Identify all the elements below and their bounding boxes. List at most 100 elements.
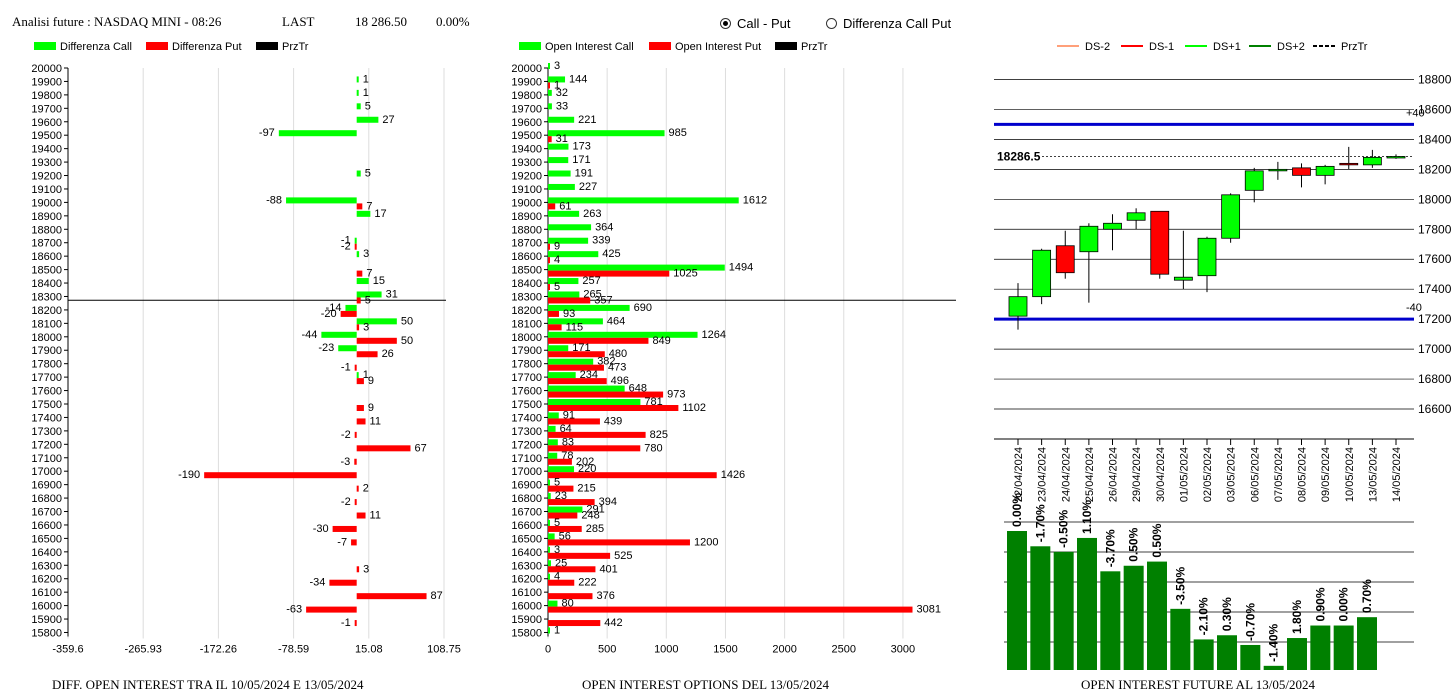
header-title: Analisi future : NASDAQ MINI - 08:26: [12, 14, 222, 29]
diff-chart-call-bar: [356, 251, 360, 258]
oi-chart-call-bar: [548, 89, 552, 96]
diff-chart-strike-label: 18600: [31, 251, 62, 263]
oi-chart-strike-label: 19800: [511, 90, 542, 102]
diff-chart-call-bar: [338, 345, 357, 352]
future-bar-label: 0.70%: [1360, 579, 1374, 613]
left-legend-swatch: [256, 42, 278, 50]
candle-date-label: 08/05/2024: [1297, 447, 1309, 502]
oi-chart-strike-label: 16300: [511, 560, 542, 572]
oi-chart-strike-label: 19900: [511, 76, 542, 88]
future-bar-label: -3.50%: [1173, 566, 1187, 604]
oi-chart-strike-label: 19500: [511, 130, 542, 142]
oi-chart-put-bar: [548, 203, 556, 210]
oi-chart-put-data-label: 394: [599, 496, 617, 508]
future-bar: [1123, 565, 1144, 670]
diff-chart-strike-label: 17700: [31, 372, 62, 384]
oi-chart-strike-label: 15900: [511, 614, 542, 626]
oi-chart-call-data-label: 33: [556, 100, 568, 112]
oi-chart-call-bar: [548, 278, 579, 285]
oi-chart-call-bar: [548, 506, 583, 513]
candle-date-label: 07/05/2024: [1273, 447, 1285, 502]
future-bar: [1240, 644, 1261, 670]
oi-chart-call-data-label: 3: [554, 544, 560, 556]
radio-call-put[interactable]: Call - Put: [720, 16, 790, 31]
candle-legend-label: DS+1: [1213, 41, 1241, 53]
diff-chart-call-bar: [356, 170, 361, 177]
last-value: 18 286.50: [355, 14, 407, 29]
oi-chart-strike-label: 18700: [511, 238, 542, 250]
caption-middle: OPEN INTEREST OPTIONS DEL 13/05/2024: [582, 677, 829, 692]
oi-chart-put-bar: [548, 270, 670, 277]
candle-y-tick: 17200: [1418, 312, 1452, 326]
diff-chart-put-data-label: 26: [382, 348, 394, 360]
oi-chart-strike-label: 17600: [511, 386, 542, 398]
candle-legend-label: DS-2: [1085, 41, 1110, 53]
oi-chart-call-bar: [548, 560, 551, 567]
diff-chart-put-bar: [354, 458, 357, 465]
oi-chart-call-bar: [548, 224, 592, 231]
oi-chart-call-bar: [548, 183, 575, 190]
candle-body: [1150, 210, 1170, 275]
oi-chart-call-data-label: 171: [572, 154, 590, 166]
diff-chart-put-data-label: -3: [341, 456, 351, 468]
oi-chart-put-data-label: 3081: [917, 604, 941, 616]
oi-chart-call-bar: [548, 573, 550, 580]
oi-chart-strike-label: 16100: [511, 587, 542, 599]
oi-chart-call-bar: [548, 103, 552, 110]
future-bar-label: -0.50%: [1057, 509, 1071, 547]
candle-body: [1362, 156, 1382, 166]
diff-chart-call-data-label: -1: [341, 235, 351, 247]
future-bar: [1287, 638, 1307, 670]
mid-legend-swatch: [775, 42, 797, 50]
diff-chart-call-data-label: 31: [386, 288, 398, 300]
oi-chart-put-data-label: 401: [599, 563, 617, 575]
candle-date-label: 13/05/2024: [1367, 447, 1379, 502]
diff-chart-call-data-label: 5: [365, 168, 371, 180]
candle-body: [1244, 170, 1264, 191]
future-bar-label: -3.70%: [1103, 529, 1117, 567]
future-bar: [1030, 546, 1051, 670]
oi-chart-call-data-label: 32: [556, 87, 568, 99]
oi-chart-strike-label: 17400: [511, 412, 542, 424]
oi-chart-strike-label: 16800: [511, 493, 542, 505]
diff-chart-put-data-label: 11: [370, 415, 381, 427]
diff-chart-strike-label: 18200: [31, 305, 62, 317]
diff-chart-strike-label: 17100: [31, 453, 62, 465]
diff-chart-strike-label: 18800: [31, 224, 62, 236]
future-bar: [1333, 625, 1354, 670]
candle-body: [1079, 225, 1099, 253]
future-bar-label: -2.10%: [1197, 597, 1211, 635]
radio-diff-call-put[interactable]: Differenza Call Put: [826, 16, 951, 31]
diff-chart-call-data-label: 5: [365, 100, 371, 112]
diff-chart-strike-label: 19300: [31, 157, 62, 169]
oi-chart-put-bar: [548, 257, 550, 264]
diff-chart-put-bar: [354, 243, 357, 250]
band-upper-label: +40: [1406, 107, 1425, 119]
oi-chart-put-bar: [548, 606, 913, 613]
oi-chart-strike-label: 17500: [511, 399, 542, 411]
candle-body: [1173, 276, 1193, 281]
oi-chart-strike-label: 18900: [511, 211, 542, 223]
candle-date-label: 06/05/2024: [1249, 447, 1261, 502]
oi-chart-x-tick: 2000: [772, 643, 796, 655]
oi-chart-call-bar: [548, 358, 594, 365]
oi-chart-strike-label: 18500: [511, 265, 542, 277]
candle-date-label: 22/04/2024: [1013, 447, 1025, 502]
oi-chart-put-data-label: 1025: [673, 268, 697, 280]
oi-chart-call-data-label: 221: [578, 114, 596, 126]
diff-chart-strike-label: 18300: [31, 291, 62, 303]
candle-y-tick: 16600: [1418, 402, 1452, 416]
oi-chart-put-data-label: 525: [614, 550, 632, 562]
oi-chart-put-bar: [548, 391, 664, 398]
diff-chart-put-bar: [356, 203, 363, 210]
diff-chart-call-bar: [356, 372, 359, 379]
diff-chart-put-bar: [332, 525, 357, 532]
diff-chart-put-data-label: -7: [337, 536, 347, 548]
oi-chart-put-bar: [548, 418, 600, 425]
oi-chart-put-bar: [548, 512, 578, 519]
oi-chart-put-data-label: 1: [554, 79, 560, 91]
candle-y-tick: 18400: [1418, 132, 1452, 146]
oi-chart-strike-label: 16900: [511, 480, 542, 492]
candle-date-label: 23/04/2024: [1037, 447, 1049, 502]
oi-chart-strike-label: 19400: [511, 144, 542, 156]
